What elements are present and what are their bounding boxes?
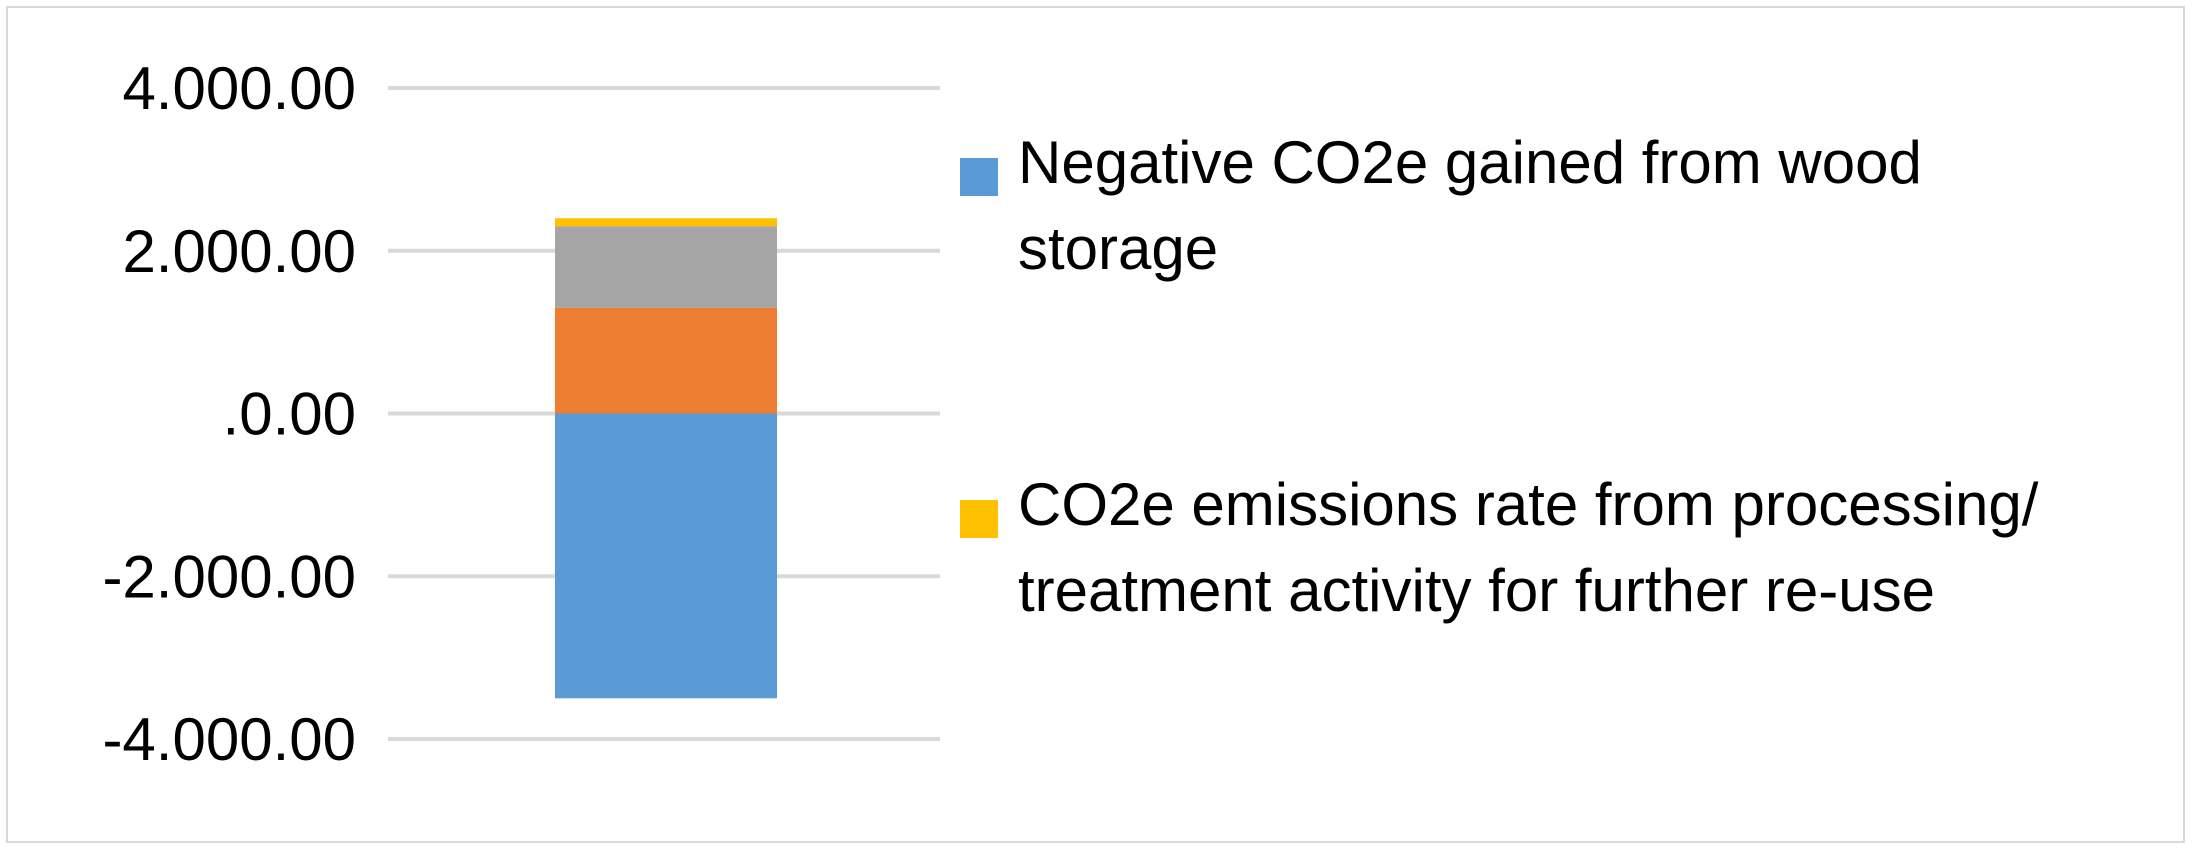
legend-label-wood-storage: Negative CO2e gained from wood storage <box>1018 129 1922 282</box>
y-tick-label: -4.000.00 <box>102 706 356 773</box>
y-tick-label: 2.000.00 <box>122 218 356 285</box>
legend-entry-wood-storage[interactable]: Negative CO2e gained from wood storage <box>960 120 2078 292</box>
bar-segment-1[interactable] <box>555 413 777 699</box>
y-tick-label: .0.00 <box>223 381 356 448</box>
legend-entry-processing-emissions[interactable]: CO2e emissions rate from processing/ tre… <box>960 462 2078 634</box>
legend-swatch-wood-storage <box>960 158 998 196</box>
legend-label-processing-emissions: CO2e emissions rate from processing/ tre… <box>1018 471 2039 624</box>
stacked-bar <box>555 218 777 699</box>
y-tick-label: -2.000.00 <box>102 543 356 610</box>
bar-segment-2[interactable] <box>555 307 777 414</box>
legend-swatch-processing-emissions <box>960 500 998 538</box>
y-axis-tick-labels: 4.000.00 2.000.00 .0.00 -2.000.00 -4.000.00 <box>102 55 356 773</box>
bar-segment-3[interactable] <box>555 226 777 308</box>
chart-frame <box>6 6 2185 843</box>
bar-segment-4[interactable] <box>555 218 777 227</box>
y-tick-label: 4.000.00 <box>122 55 356 122</box>
